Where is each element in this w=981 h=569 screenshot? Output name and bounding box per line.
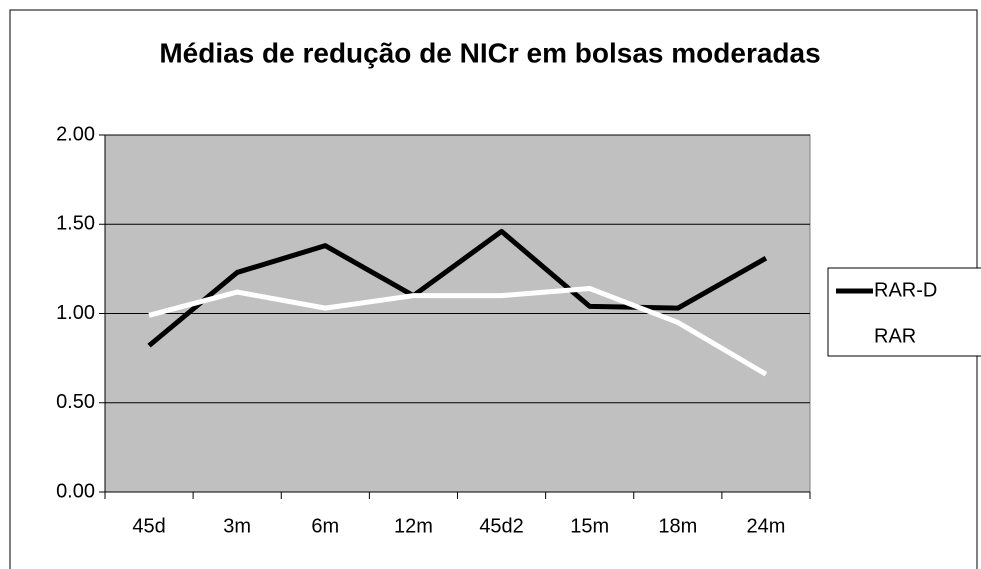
x-tick-label: 18m — [658, 515, 697, 537]
legend-box — [827, 267, 981, 357]
y-tick-label: 2.00 — [56, 123, 95, 145]
y-tick-label: 0.00 — [56, 480, 95, 502]
y-tick-label: 0.50 — [56, 391, 95, 413]
x-tick-label: 45d — [132, 515, 165, 537]
x-tick-label: 24m — [746, 515, 785, 537]
y-tick-label: 1.50 — [56, 213, 95, 235]
legend-label: RAR — [874, 325, 916, 347]
series-line — [148, 286, 768, 377]
x-tick-label: 15m — [570, 515, 609, 537]
x-tick-label: 6m — [311, 515, 339, 537]
chart-title: Médias de redução de NICr em bolsas mode… — [159, 37, 820, 68]
legend-label: RAR-D — [874, 279, 937, 301]
y-tick-label: 1.00 — [56, 302, 95, 324]
x-tick-label: 3m — [223, 515, 251, 537]
x-tick-label: 45d2 — [479, 515, 524, 537]
x-tick-label: 12m — [394, 515, 433, 537]
series-line — [147, 228, 768, 348]
